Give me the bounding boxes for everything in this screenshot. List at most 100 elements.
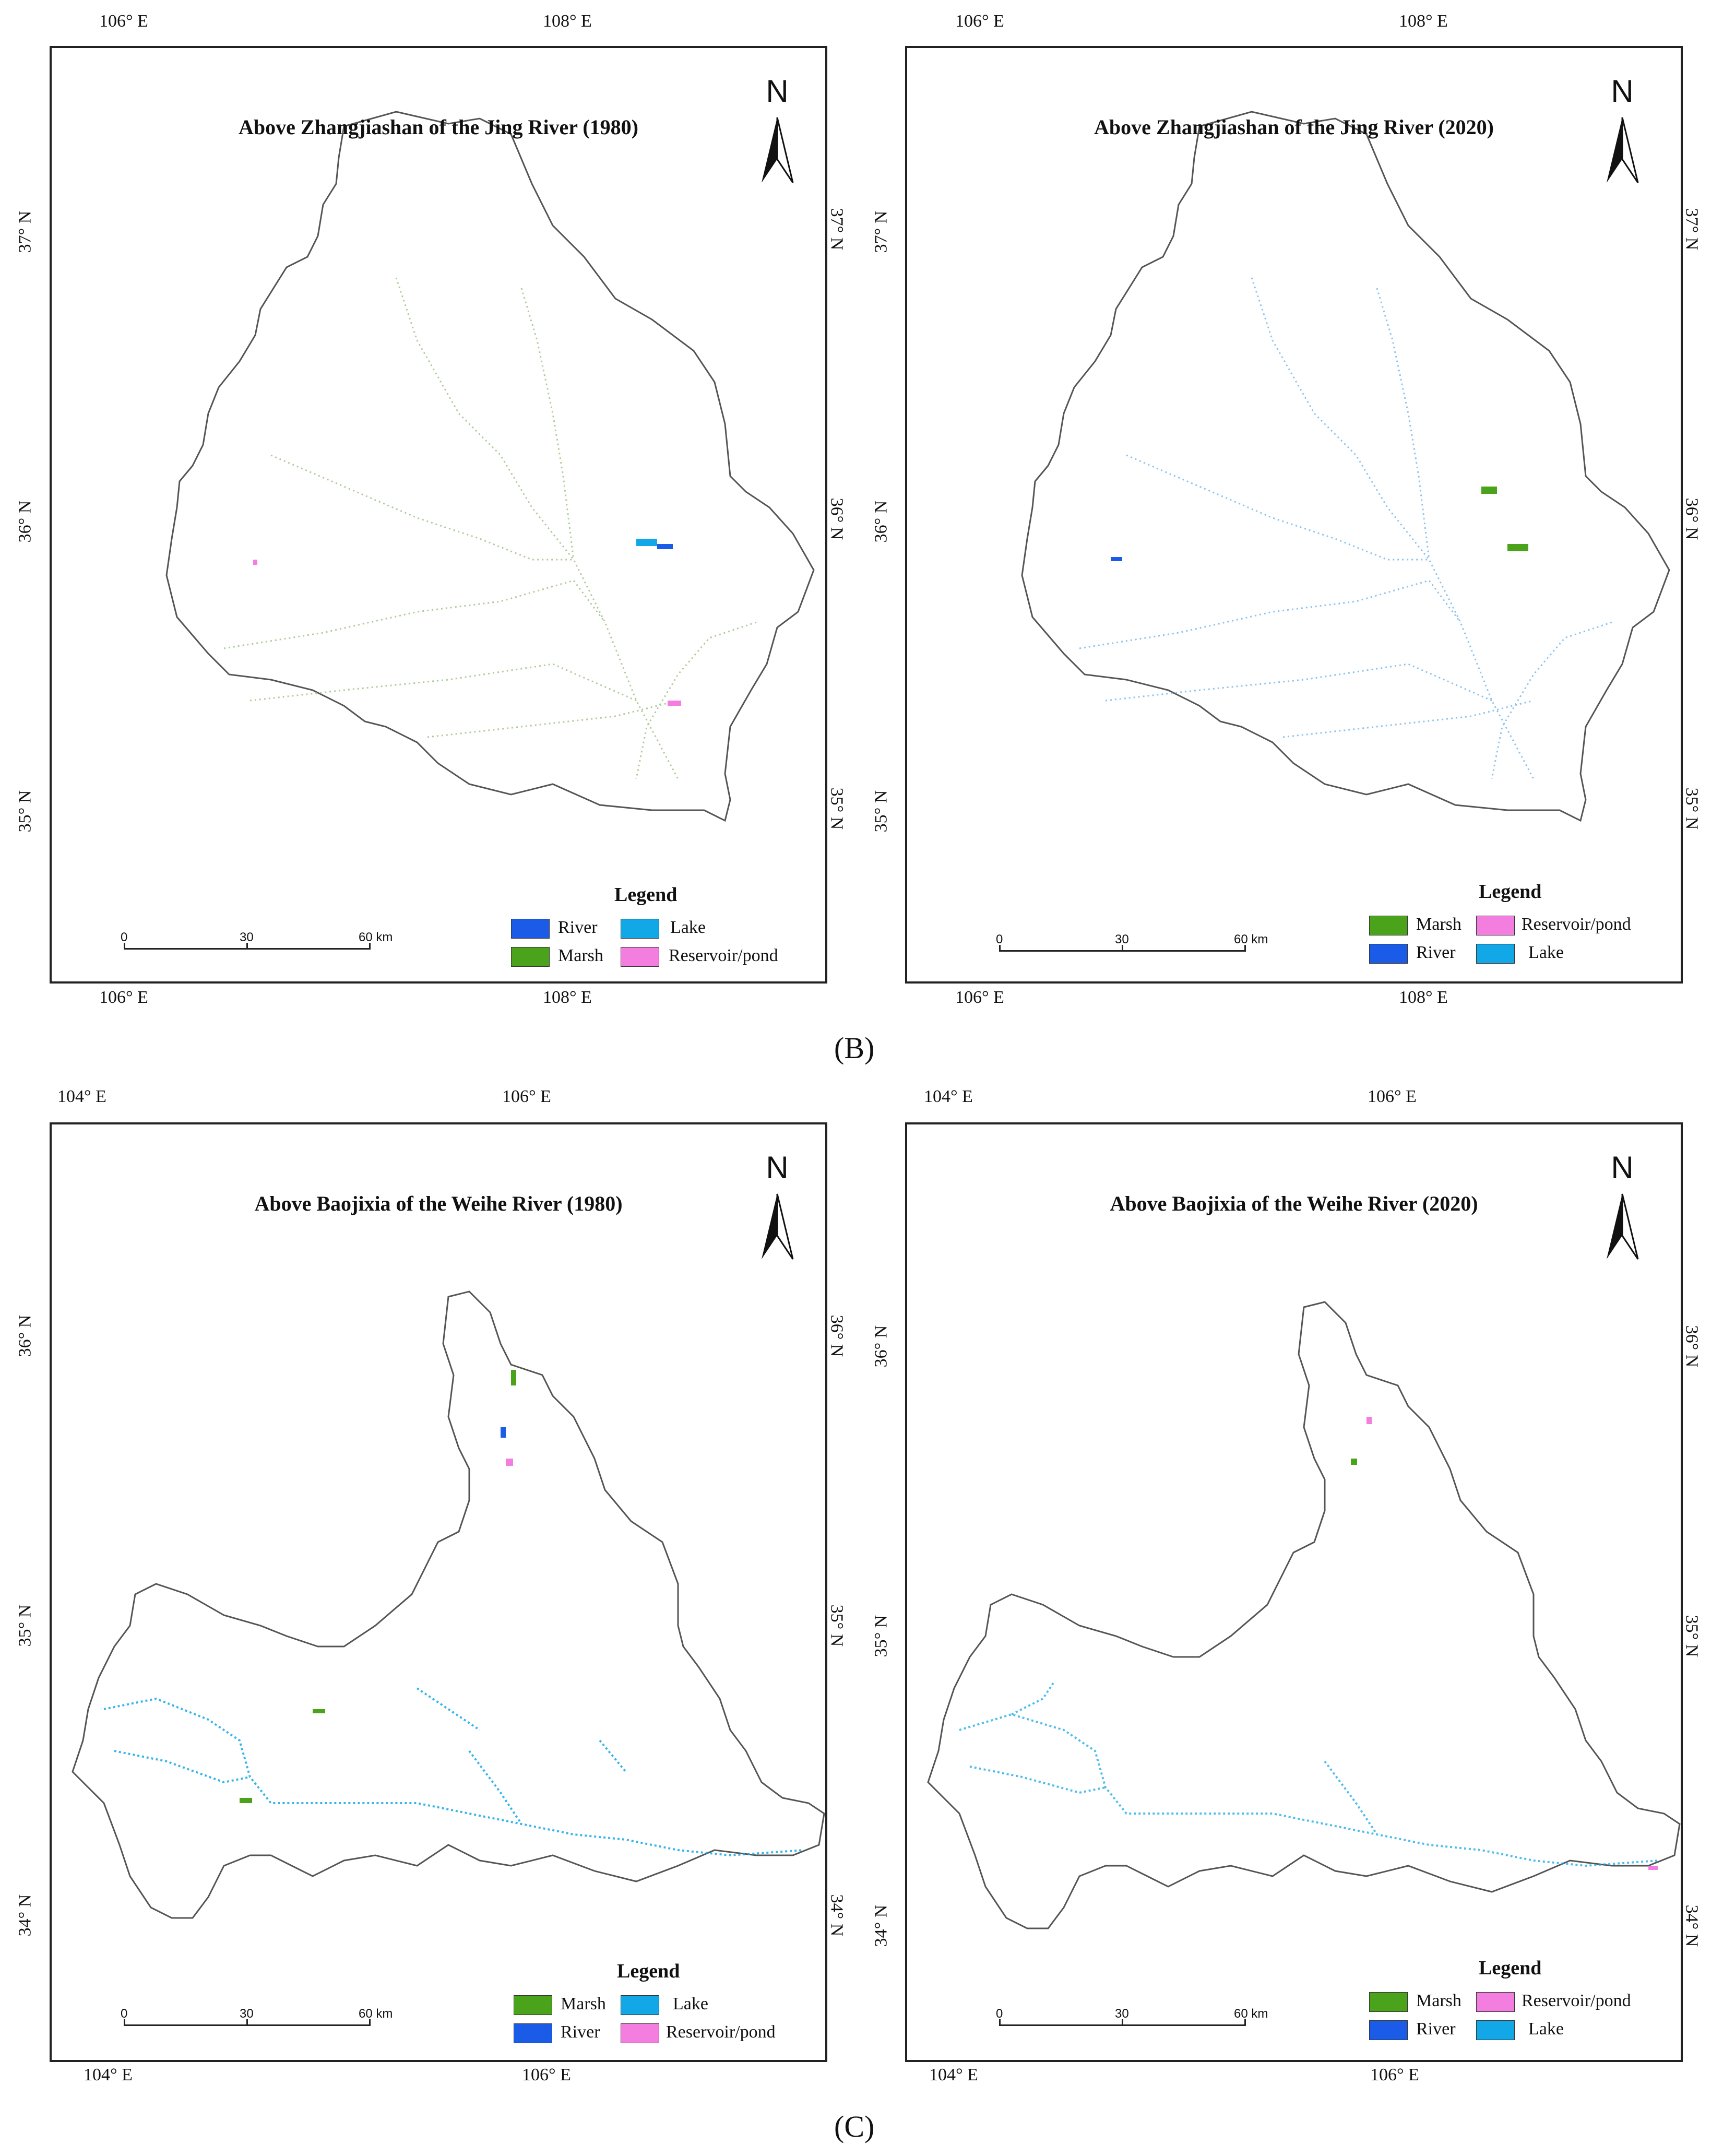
legend-label: River: [1416, 2019, 1456, 2039]
map-canvas: [72, 1290, 825, 1919]
legend: Legend Marsh Reservoir/pond River Lake: [1369, 1957, 1681, 2056]
legend-label: Reservoir/pond: [1522, 915, 1631, 934]
legend-swatch-lake: [621, 1995, 659, 2015]
north-arrow-icon: [762, 1193, 794, 1260]
left-lat-label: 35° N: [871, 790, 891, 833]
scale-label: 60 km: [359, 2007, 393, 2021]
marsh-patch: [1481, 487, 1497, 494]
scale-label: 30: [240, 930, 254, 944]
reservoir-patch: [253, 560, 257, 565]
legend-swatch-river: [1369, 2020, 1408, 2040]
legend-swatch-reservoir: [621, 947, 659, 967]
scale-label: 60 km: [1234, 2007, 1268, 2021]
legend-swatch-reservoir: [621, 2023, 659, 2043]
right-lat-label: 36° N: [1682, 497, 1702, 540]
top-lon-label: 106° E: [955, 11, 1004, 31]
map-panel-jing-2020: 106° E 108° E Above Zhangjiashan of the …: [856, 0, 1723, 1007]
legend-swatch-marsh: [1369, 1992, 1408, 2012]
basin-outline: [165, 111, 815, 822]
map-title: Above Zhangjiashan of the Jing River (20…: [1094, 115, 1494, 139]
right-lat-label: 37° N: [1682, 208, 1702, 251]
marsh-patch: [511, 1370, 516, 1385]
reservoir-patch: [1648, 1866, 1658, 1870]
legend-label: Marsh: [1416, 1991, 1461, 2010]
legend-label: Lake: [670, 918, 706, 937]
legend-swatch-marsh: [1369, 916, 1408, 935]
marsh-patch: [240, 1798, 252, 1803]
north-label: N: [766, 74, 789, 109]
legend: Legend Marsh Lake River Reservoir/pond: [514, 1960, 825, 2059]
legend-label: Reservoir/pond: [669, 946, 778, 965]
scale-label: 30: [1115, 932, 1129, 946]
map-frame: Above Baojixia of the Weihe River (1980)…: [50, 1122, 827, 2062]
north-arrow: N: [1591, 1150, 1654, 1264]
legend-label: Lake: [1528, 2019, 1564, 2039]
legend-swatch-reservoir: [1476, 916, 1515, 935]
legend-swatch-lake: [1476, 944, 1515, 964]
legend-label: Marsh: [561, 1994, 606, 2013]
bottom-lon-label: 106° E: [1370, 2065, 1419, 2084]
map-canvas: [165, 111, 815, 822]
river-patch: [1111, 557, 1122, 561]
left-lat-label: 36° N: [15, 1314, 35, 1357]
right-lat-label: 35° N: [827, 787, 847, 830]
left-lat-label: 35° N: [871, 1615, 891, 1657]
right-lat-label: 34° N: [1682, 1904, 1702, 1947]
right-lat-label: 35° N: [827, 1604, 847, 1647]
left-lat-label: 34° N: [871, 1904, 891, 1947]
map-canvas: [1021, 111, 1670, 822]
scale-label: 0: [121, 930, 128, 944]
legend-label: Lake: [1528, 943, 1564, 962]
map-canvas: [927, 1301, 1681, 1929]
right-lat-label: 36° N: [827, 1314, 847, 1357]
north-arrow-icon: [1607, 117, 1639, 183]
right-lat-label: 37° N: [827, 208, 847, 251]
legend-label: Reservoir/pond: [1522, 1991, 1631, 2010]
legend: Legend River Lake Marsh Reservoir/pond: [511, 883, 824, 981]
map-frame: Above Zhangjiashan of the Jing River (20…: [905, 46, 1683, 984]
map-frame: Above Zhangjiashan of the Jing River (19…: [50, 46, 827, 984]
north-label: N: [1611, 74, 1634, 109]
legend-title: Legend: [617, 1960, 680, 1982]
top-lon-label: 106° E: [99, 11, 148, 31]
top-lon-label: 104° E: [924, 1087, 973, 1106]
drainage-network: [223, 277, 757, 779]
left-lat-label: 37° N: [871, 210, 891, 253]
top-lon-label: 108° E: [1399, 11, 1448, 31]
marsh-patch: [313, 1709, 325, 1713]
scale-label: 60 km: [1234, 932, 1268, 946]
bottom-lon-label: 106° E: [99, 988, 148, 1007]
legend: Legend Marsh Reservoir/pond River Lake: [1369, 880, 1681, 979]
lake-patch: [636, 539, 657, 546]
reservoir-patch: [506, 1459, 513, 1466]
map-title: Above Baojixia of the Weihe River (2020): [1110, 1192, 1478, 1215]
map-title: Above Baojixia of the Weihe River (1980): [254, 1192, 623, 1215]
legend-label: Marsh: [1416, 915, 1461, 934]
panel-label-c: (C): [834, 2110, 875, 2143]
marsh-patch: [1351, 1459, 1357, 1465]
scale-label: 0: [121, 2007, 128, 2021]
top-lon-label: 106° E: [1368, 1087, 1417, 1106]
marsh-patch: [1507, 544, 1528, 551]
north-arrow-icon: [1607, 1193, 1639, 1260]
bottom-lon-label: 106° E: [522, 2065, 571, 2084]
scale-label: 30: [1115, 2007, 1129, 2021]
scale-bar: 0 30 60 km: [996, 2007, 1268, 2033]
legend-swatch-marsh: [511, 947, 550, 967]
legend-title: Legend: [1479, 881, 1542, 903]
right-lat-label: 36° N: [1682, 1325, 1702, 1368]
north-arrow: N: [1591, 73, 1654, 188]
left-lat-label: 36° N: [871, 1325, 891, 1368]
bottom-lon-label: 108° E: [1399, 988, 1448, 1007]
north-label: N: [1611, 1150, 1634, 1185]
map-title: Above Zhangjiashan of the Jing River (19…: [239, 115, 638, 139]
left-lat-label: 35° N: [15, 790, 35, 833]
legend-swatch-lake: [621, 919, 659, 939]
legend-label: Marsh: [558, 946, 603, 965]
basin-outline: [927, 1301, 1681, 1929]
scale-bar: 0 30 60 km: [121, 2007, 393, 2033]
basin-outline: [72, 1290, 825, 1919]
legend-label: River: [558, 918, 598, 937]
left-lat-label: 36° N: [871, 500, 891, 543]
legend-title: Legend: [1479, 1957, 1542, 1979]
